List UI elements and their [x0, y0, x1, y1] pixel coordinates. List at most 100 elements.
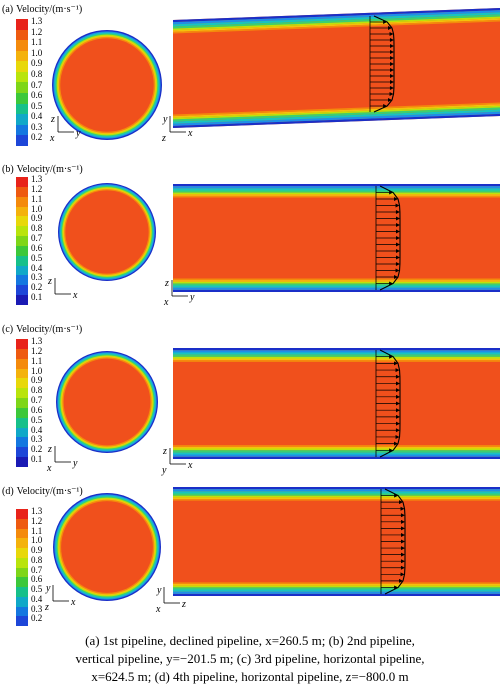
velocity-arrowhead	[395, 255, 400, 260]
velocity-arrowhead	[389, 44, 394, 48]
longitudinal-band-top	[173, 188, 500, 191]
colorbar-tick-label: 0.5	[31, 584, 43, 594]
colorbar-tick-label: 1.3	[31, 506, 43, 516]
velocity-arrowhead	[389, 86, 394, 90]
velocity-arrowhead	[395, 388, 400, 393]
longitudinal-band-top	[173, 12, 500, 27]
velocity-arrowhead	[395, 381, 400, 386]
colorbar-swatch	[16, 135, 28, 146]
longitudinal-band-top	[173, 348, 500, 351]
colorbar-swatch	[16, 509, 28, 519]
colorbar-swatch	[16, 616, 28, 626]
colorbar-tick-label: 1.1	[31, 355, 43, 366]
velocity-arrowhead	[396, 394, 400, 399]
colorbar-tick-label: 0.4	[31, 593, 43, 604]
panel-a-colorbar	[16, 19, 28, 146]
longitudinal-band-bottom	[173, 107, 500, 122]
panel-c-var-label: Velocity/(m·s⁻¹)	[16, 324, 83, 335]
velocity-arrowhead	[395, 368, 400, 373]
axis-triad-origin-label: x	[49, 133, 55, 144]
longitudinal-band-top	[173, 19, 500, 34]
velocity-arrowhead	[390, 56, 394, 60]
colorbar-swatch	[16, 587, 28, 597]
velocity-arrowhead	[400, 513, 405, 518]
panel-d-var-label: Velocity/(m·s⁻¹)	[16, 486, 83, 497]
velocity-arrowhead	[400, 552, 405, 557]
colorbar-tick-label: 0.5	[31, 252, 43, 263]
longitudinal-band-bottom	[173, 593, 500, 596]
colorbar-swatch	[16, 388, 28, 399]
velocity-arrowhead	[400, 519, 405, 524]
colorbar-swatch	[16, 577, 28, 587]
axis-triad-horizontal-label: x	[70, 597, 76, 608]
caption-line-3: x=624.5 m; (d) 4th pipeline, horizontal …	[91, 669, 409, 684]
colorbar-tick-label: 0.9	[31, 58, 43, 69]
velocity-arrowhead	[396, 236, 400, 240]
colorbar-swatch	[16, 19, 28, 30]
colorbar-tick-label: 0.1	[31, 454, 43, 465]
velocity-arrowhead	[389, 38, 394, 42]
axis-triad-origin-label: x	[163, 297, 169, 308]
colorbar-swatch	[16, 407, 28, 418]
longitudinal-band-top	[173, 190, 500, 193]
longitudinal-band-bottom	[173, 102, 500, 117]
colorbar-swatch	[16, 114, 28, 125]
longitudinal-band-bottom	[173, 287, 500, 290]
longitudinal-core	[173, 487, 500, 596]
panel-a-label: (a) Velocity/(m·s⁻¹)	[2, 4, 82, 15]
velocity-arrowhead	[400, 506, 405, 511]
colorbar-swatch	[16, 567, 28, 578]
longitudinal-band-bottom	[173, 452, 500, 455]
caption-line-2: vertical pipeline, y=−201.5 m; (c) 3rd p…	[75, 651, 425, 666]
colorbar-tick-label: 1.0	[31, 47, 43, 58]
colorbar-swatch	[16, 447, 28, 458]
velocity-arrowhead	[400, 572, 405, 577]
colorbar-swatch	[16, 206, 28, 217]
axis-triad-vertical-label: z	[47, 276, 52, 287]
velocity-arrowhead	[395, 203, 400, 208]
colorbar-swatch	[16, 417, 28, 428]
longitudinal-band-top	[173, 350, 500, 353]
velocity-arrowhead	[401, 546, 405, 551]
caption-line-1: (a) 1st pipeline, declined pipeline, x=2…	[85, 633, 415, 648]
axis-triad-vertical-label: z	[162, 446, 167, 457]
velocity-arrowhead	[383, 20, 388, 24]
axis-triad-origin-label: x	[155, 604, 161, 615]
colorbar-swatch	[16, 61, 28, 72]
panel-c-label: (c) Velocity/(m·s⁻¹)	[2, 324, 82, 335]
velocity-arrowhead	[393, 197, 398, 201]
axis-triad-origin-label: x	[46, 463, 52, 474]
colorbar-swatch	[16, 186, 28, 197]
colorbar-tick-label: 0.5	[31, 414, 43, 425]
velocity-arrowhead	[395, 414, 400, 419]
colorbar-swatch	[16, 177, 28, 187]
longitudinal-band-bottom	[173, 587, 500, 590]
colorbar-tick-label: 0.6	[31, 574, 43, 585]
panel-a: (a) Velocity/(m·s⁻¹) 1.3 1.2 1.1 1.0 0.9 0.8 0.…	[0, 0, 500, 160]
velocity-arrowhead	[400, 565, 405, 570]
longitudinal-band-bottom	[173, 454, 500, 457]
axis-triad-vertical-label: z	[47, 444, 52, 455]
colorbar-swatch	[16, 29, 28, 41]
velocity-arrowhead	[395, 223, 400, 227]
colorbar-tick-label: 1.1	[31, 193, 43, 204]
axis-triad-origin-label: y	[161, 465, 167, 476]
colorbar-tick-label: 0.8	[31, 68, 43, 79]
velocity-arrowhead	[389, 80, 394, 84]
colorbar-tick-label: 0.5	[31, 100, 43, 111]
longitudinal-core	[173, 348, 500, 459]
velocity-arrowhead	[387, 98, 392, 102]
velocity-arrowhead	[396, 229, 400, 234]
colorbar-tick-label: 1.3	[31, 336, 43, 346]
colorbar-tick-label: 0.2	[31, 444, 43, 455]
axis-triad-horizontal-label: z	[181, 599, 186, 610]
colorbar-tick-label: 0.6	[31, 404, 43, 415]
colorbar-tick-label: 0.6	[31, 90, 43, 101]
longitudinal-band-bottom	[173, 591, 500, 594]
axis-triad-origin-label: z	[44, 602, 49, 613]
colorbar-swatch	[16, 596, 28, 607]
axis-triad-horizontal-label: y	[189, 292, 195, 303]
longitudinal-band-bottom	[173, 285, 500, 288]
colorbar-swatch	[16, 71, 28, 83]
panel-b: (b) Velocity/(m·s⁻¹) 1.3 1.2 1.1 1.0 0.9 0.8 0.…	[0, 160, 500, 320]
